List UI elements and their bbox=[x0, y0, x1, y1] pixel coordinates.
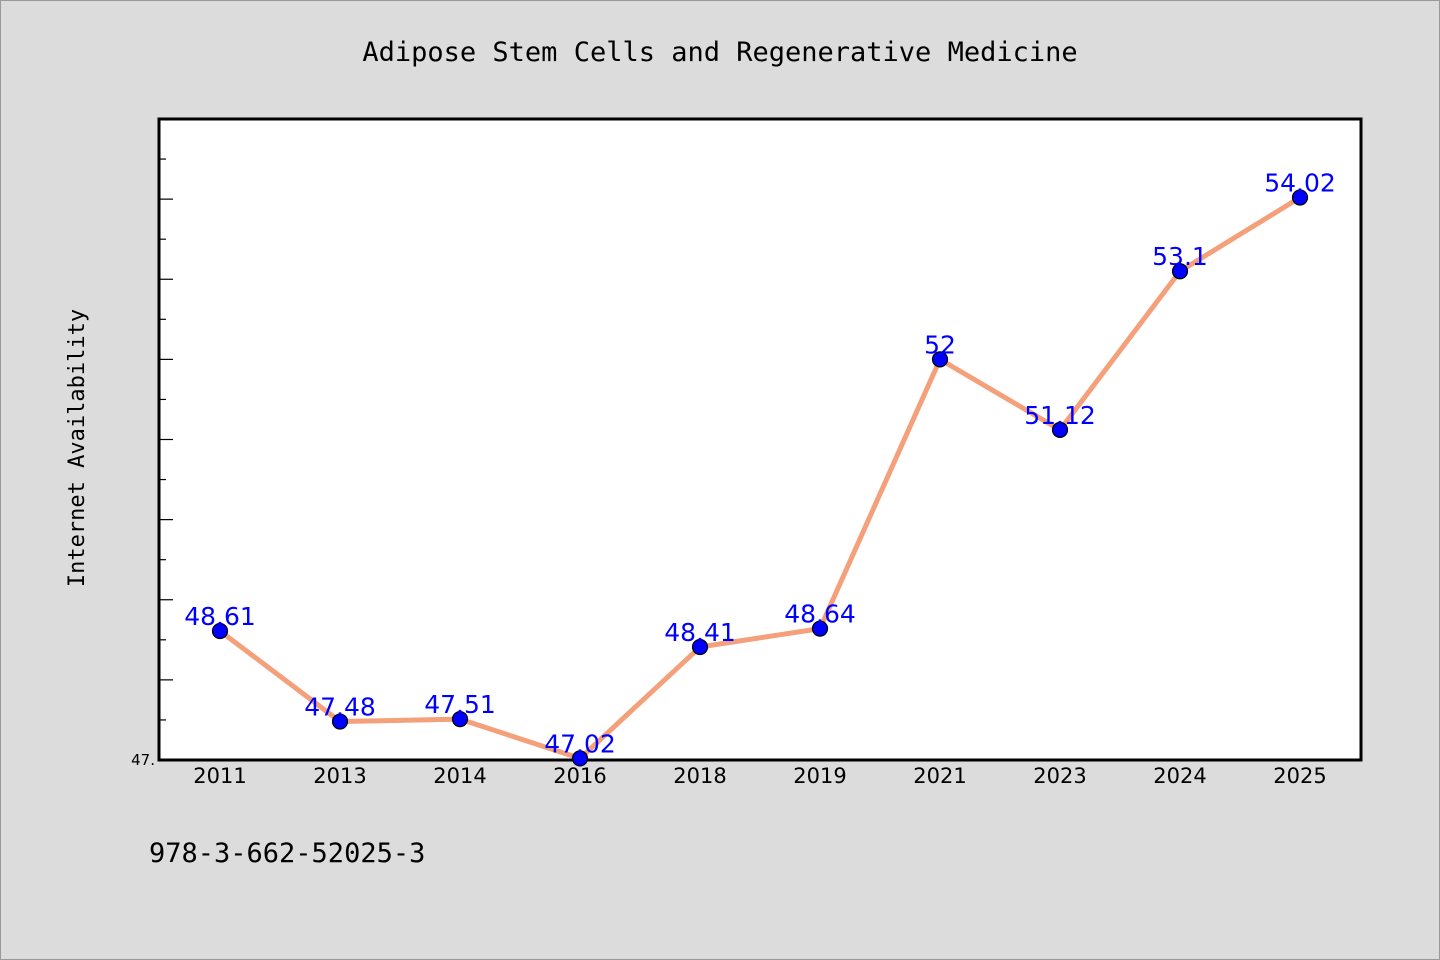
x-tick-label: 2023 bbox=[1033, 764, 1086, 788]
data-value-label: 53.1 bbox=[1152, 242, 1208, 271]
data-point-marker bbox=[1291, 189, 1309, 206]
data-value-label: 52 bbox=[924, 330, 956, 359]
data-markers bbox=[211, 189, 1309, 767]
x-tick-label: 2014 bbox=[433, 764, 486, 788]
data-point-marker bbox=[931, 351, 949, 368]
series-line bbox=[217, 195, 1303, 761]
data-value-label: 48.61 bbox=[184, 602, 256, 631]
data-value-label: 47.48 bbox=[304, 693, 376, 722]
data-point-marker bbox=[331, 713, 349, 730]
data-value-label: 47.02 bbox=[544, 729, 616, 758]
data-value-label: 54.02 bbox=[1264, 169, 1336, 198]
data-point-marker bbox=[691, 638, 709, 656]
data-point-marker bbox=[1171, 263, 1189, 280]
x-tick-label: 2016 bbox=[553, 764, 606, 788]
data-point-marker bbox=[571, 750, 589, 767]
data-point-marker bbox=[1051, 421, 1069, 438]
y-axis-label: Internet Availability bbox=[65, 309, 90, 587]
data-value-label: 48.64 bbox=[784, 600, 856, 629]
x-axis-tick-labels: 2011 2013 2014 2016 2018 2019 2021 2023 2024 2025 bbox=[193, 764, 1326, 788]
data-point-marker bbox=[451, 711, 469, 728]
data-point-marker bbox=[211, 622, 229, 640]
data-point-marker bbox=[811, 620, 829, 637]
x-tick-label: 2013 bbox=[313, 764, 366, 788]
x-tick-label: 2025 bbox=[1273, 764, 1326, 788]
data-value-label: 51.12 bbox=[1024, 401, 1096, 430]
x-tick-label: 2024 bbox=[1153, 764, 1206, 788]
isbn-footer: 978-3-662-52025-3 bbox=[149, 838, 425, 869]
y-tick-label: 47. bbox=[131, 751, 155, 769]
plot-area bbox=[157, 117, 1363, 762]
y-axis-tick-labels: 47. bbox=[131, 751, 155, 769]
x-tick-label: 2018 bbox=[673, 764, 726, 788]
data-value-label: 47.51 bbox=[424, 690, 496, 719]
x-tick-label: 2019 bbox=[793, 764, 846, 788]
x-tick-label: 2021 bbox=[913, 764, 966, 788]
x-tick-label: 2011 bbox=[193, 764, 246, 788]
y-axis-ticks bbox=[159, 118, 173, 761]
series-lines bbox=[217, 195, 1303, 761]
data-labels: 48.61 47.48 47.51 47.02 48.41 48.64 52 51.12 53.… bbox=[184, 169, 1336, 759]
chart-title: Adipose Stem Cells and Regenerative Medi… bbox=[362, 37, 1077, 68]
data-value-label: 48.41 bbox=[664, 618, 736, 647]
